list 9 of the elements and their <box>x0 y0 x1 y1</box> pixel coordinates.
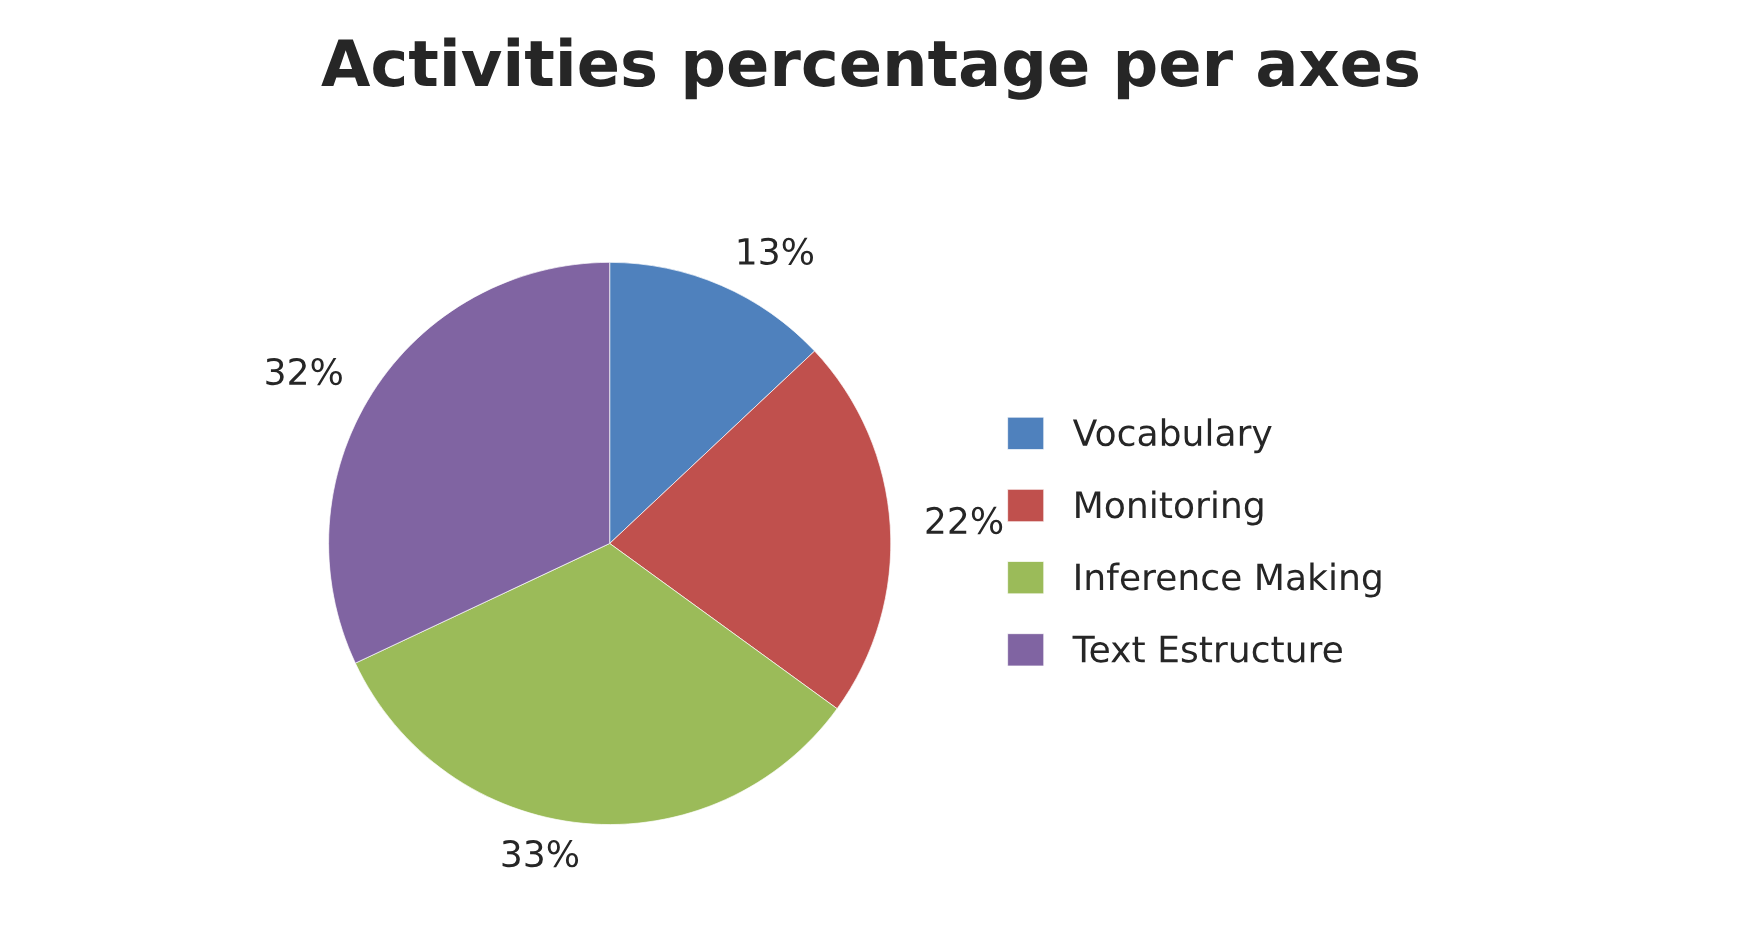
data-label: 22% <box>926 506 1003 535</box>
data-label: 33% <box>502 840 579 868</box>
legend-label: Vocabulary <box>1072 418 1272 454</box>
chart-title: Activities percentage per axes <box>321 37 1418 100</box>
legend-label: Text Estructure <box>1072 635 1342 663</box>
data-label: 13% <box>738 237 813 265</box>
data-label: 32% <box>266 357 342 386</box>
legend-label: Monitoring <box>1076 490 1263 526</box>
legend-label: Inference Making <box>1076 562 1381 598</box>
